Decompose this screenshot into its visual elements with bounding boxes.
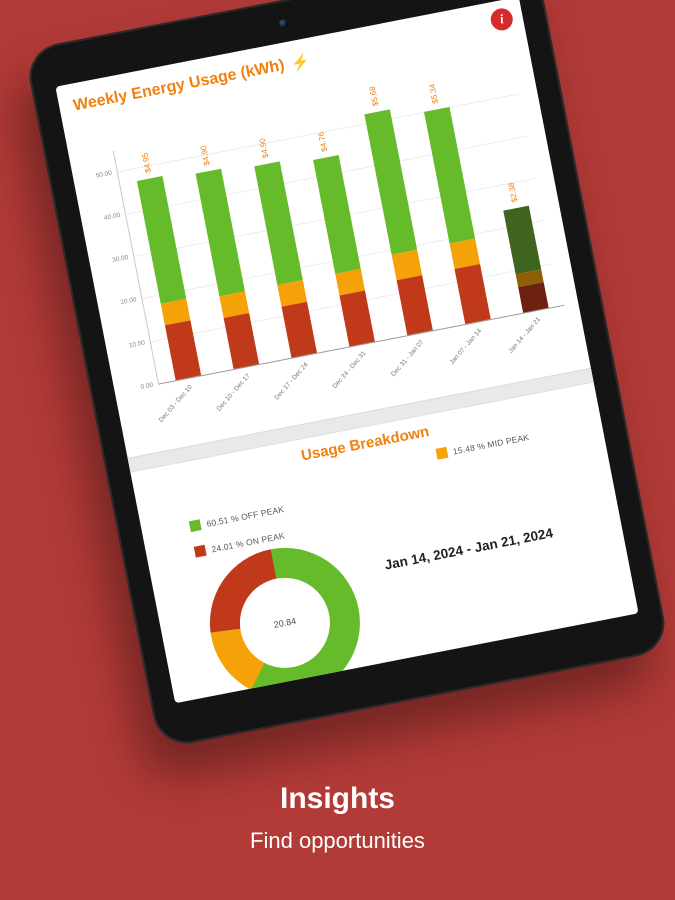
bar-segment-on-peak[interactable]	[453, 263, 491, 325]
bar-value-label: $4.76	[315, 130, 329, 153]
bar-value-label: $4.90	[198, 144, 212, 167]
bar-segment-on-peak[interactable]	[338, 290, 375, 347]
legend-label: 15.48 % MID PEAK	[451, 431, 530, 457]
x-tick-label: Dec 03 - Dec 10	[157, 383, 194, 424]
off-peak-swatch-icon	[188, 519, 202, 533]
y-tick-label: 20.00	[119, 296, 138, 307]
x-tick-label: Jan 14 - Jan 21	[507, 316, 542, 355]
x-tick-label: Dec 31 - Jan 07	[390, 338, 426, 379]
bar-value-label: $4.90	[257, 137, 270, 160]
y-tick-label: 50.00	[95, 169, 113, 180]
lightning-icon: ⚡	[289, 52, 312, 74]
bar-segment-off-peak[interactable]	[136, 175, 186, 304]
bar-segment-off-peak[interactable]	[423, 106, 475, 244]
y-tick-label: 0.00	[140, 381, 154, 391]
usage-donut-chart[interactable]: 20.84	[196, 534, 373, 704]
caption-title: Insights	[279, 782, 395, 815]
page-title: Weekly Energy Usage (kWh)	[71, 56, 287, 115]
bar-value-label: $4.95	[139, 151, 153, 174]
on-peak-swatch-icon	[193, 544, 207, 558]
bar-segment-off-peak[interactable]	[312, 154, 361, 275]
front-camera-icon	[278, 18, 289, 29]
store-caption: Insights Find opportunities	[0, 782, 675, 854]
bar-segment-on-peak[interactable]	[164, 320, 201, 381]
mid-peak-swatch-icon	[435, 446, 449, 460]
bar-segment-on-peak[interactable]	[281, 301, 317, 358]
tablet-device: Weekly Energy Usage (kWh) ⚡ i 0.00 10.00 2…	[23, 0, 671, 750]
legend-label: 60.51 % OFF PEAK	[205, 503, 285, 529]
x-tick-label: Jan 07 - Jan 14	[449, 327, 484, 366]
y-tick-label: 40.00	[103, 211, 121, 222]
bar-value-label: $5.34	[426, 82, 440, 105]
legend-column-right: 15.48 % MID PEAK	[435, 431, 539, 509]
x-cell: Jan 07 - Jan 14	[448, 317, 517, 385]
bar-stack[interactable]	[502, 205, 549, 313]
y-tick-label: 10.00	[128, 339, 146, 350]
x-tick-label: Dec 17 - Dec 24	[273, 361, 310, 402]
bar-segment-off-peak[interactable]	[253, 161, 303, 286]
bar-segment-off-peak[interactable]	[502, 205, 541, 275]
x-tick-label: Dec 24 - Dec 31	[331, 350, 368, 391]
bar-segment-off-peak[interactable]	[195, 168, 245, 297]
bar-segment-on-peak[interactable]	[223, 313, 259, 370]
energy-app: Weekly Energy Usage (kWh) ⚡ i 0.00 10.00 2…	[55, 0, 638, 704]
bar-value-label: $2.38	[506, 181, 519, 204]
legend-item-off-peak: 60.51 % OFF PEAK	[188, 503, 285, 533]
x-cell: Jan 14 - Jan 21	[506, 306, 575, 374]
bar-segment-off-peak[interactable]	[363, 109, 417, 255]
bar-segment-on-peak[interactable]	[517, 282, 549, 313]
y-tick-label: 30.00	[111, 254, 130, 265]
tablet-screen: Weekly Energy Usage (kWh) ⚡ i 0.00 10.00 2…	[55, 0, 639, 704]
caption-subtitle: Find opportunities	[250, 828, 425, 853]
bar-segment-on-peak[interactable]	[396, 275, 433, 336]
bar-value-label: $5.68	[367, 85, 380, 107]
selected-date-range: Jan 14, 2024 - Jan 21, 2024	[383, 525, 555, 573]
donut-center-label: 20.84	[272, 615, 297, 630]
donut-hole: 20.84	[232, 570, 338, 676]
x-tick-label: Dec 10 - Dec 17	[215, 372, 252, 413]
